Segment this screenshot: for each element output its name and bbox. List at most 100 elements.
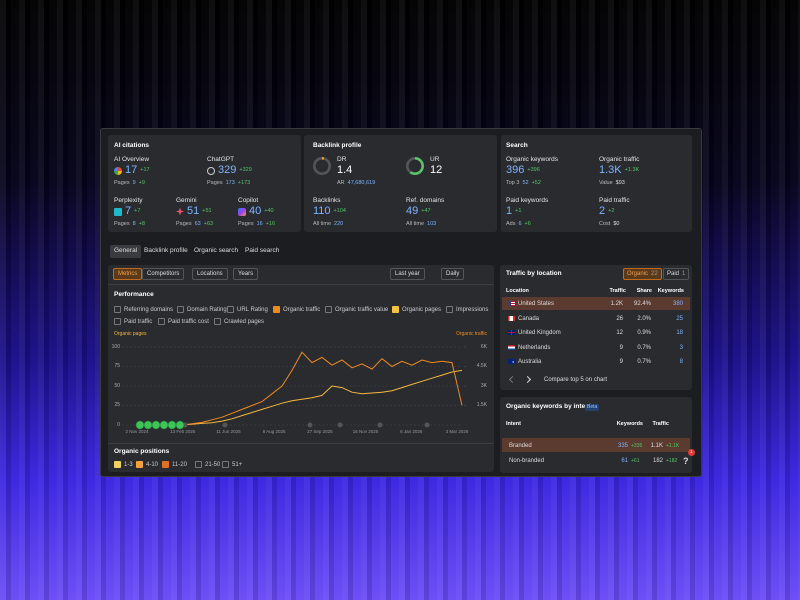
metric-sub: Cost $0 [599,221,619,228]
y2-tick-label: 6K [480,343,487,350]
metric-delta: +51 [202,207,212,214]
location-traffic: 9 [619,359,623,365]
checkbox-box [222,461,229,468]
metric-sub-delta: +173 [237,180,251,186]
metric-delta: +1.3K [624,166,640,173]
checkbox[interactable]: Organic traffic value [325,306,388,313]
annotation-marker [175,420,185,430]
location-share: 0.7% [637,359,651,365]
checkbox[interactable]: URL Rating [227,306,268,313]
metric-sub-label: Value [599,180,613,186]
x-tick-label: 11 Jun 2025 [216,429,241,434]
source-tab[interactable]: Paid 1 [663,268,690,280]
checkbox[interactable]: 4-10 [136,461,158,468]
metric-delta: +396 [527,166,540,173]
tab-count: 22 [651,271,658,277]
metric-label: Organic keywords [506,156,559,163]
checkbox-label: Paid traffic [124,318,153,325]
help-button[interactable]: ? [683,456,689,466]
tab[interactable]: Backlink profile [144,247,188,254]
y-tick-label: 75 [114,363,120,369]
metric-value: 49 [406,205,419,217]
checkbox[interactable]: 21-50 [195,461,220,468]
metric-label: Gemini [176,197,197,204]
column-header: Traffic [652,421,669,427]
checkbox[interactable]: Paid traffic [114,318,152,325]
column-header: Keywords [657,288,684,294]
x-tick-label: 27 Sep 2025 [307,429,333,434]
checkbox[interactable]: Referring domains [114,306,173,313]
metric-value-row: 17 +17 [114,165,150,176]
location-panel [500,265,692,390]
location-keywords: 3 [679,344,683,351]
metric-sub: Pages 8 +8 [114,221,145,228]
tab[interactable]: Paid search [245,247,280,254]
checkbox-label: Referring domains [124,306,174,313]
metric-sub-value: 8 [132,221,136,227]
metric-sub-label: All time [406,221,425,227]
checkbox[interactable]: Domain Rating [177,306,227,313]
metric-sub: Value $93 [599,180,625,187]
checkbox[interactable]: Organic pages [392,306,441,313]
metric-value: 1 [506,205,513,217]
panel-title: Organic keywords by intent [506,403,592,410]
toolbar-button[interactable]: Years [233,268,259,280]
compare-link[interactable]: Compare top 5 on chart [544,377,608,383]
toolbar-button[interactable]: Competitors [142,268,185,280]
metric-label: ChatGPT [207,156,235,163]
tab-label: Paid [667,271,680,277]
y-tick-label: 25 [114,402,120,408]
annotation-dot [222,422,228,428]
notification-badge: 1 [688,449,695,456]
location-keywords: 380 [672,301,683,307]
axis-title: Organic traffic [455,331,487,337]
metric-sub: Pages 173 +173 [207,180,251,187]
metric-value: 2 [599,205,606,217]
location-keywords: 18 [676,330,683,336]
metric-sub-value: 16 [256,221,263,227]
checkbox[interactable]: Paid traffic cost [158,318,209,325]
toolbar-button[interactable]: Locations [192,268,228,280]
card-title: Search [506,142,528,149]
metric-delta: +2 [608,207,615,214]
checkbox-label: 51+ [232,461,243,468]
checkbox-label: 11-20 [172,461,187,468]
checkbox[interactable]: Crawled pages [214,318,264,325]
checkbox[interactable]: 1-3 [114,461,133,468]
y2-tick-label: 1.5K [476,402,487,408]
toolbar-button[interactable]: Last year [390,268,425,280]
checkbox-box [177,306,184,313]
checkbox-box [273,306,280,313]
checkbox-box [227,306,234,313]
x-tick-label: 3 Mar 2026 [445,429,469,434]
metric-sub-delta: +8 [138,221,145,227]
metric-value-row: 2 +2 [599,206,614,217]
metric-sub-delta: +16 [265,221,276,227]
x-tick-label: 8 Aug 2025 [262,429,286,434]
metric-sub-value: 6 [518,221,522,227]
toolbar-button[interactable]: Metrics [113,268,143,280]
tab[interactable]: General [110,245,142,258]
metric-icon [207,166,215,175]
performance-panel [108,265,494,472]
checkbox-label: Impressions [456,306,489,313]
metric-sub-value: 103 [427,221,437,227]
checkbox[interactable]: Organic traffic [273,306,320,313]
metric-sub-label: Pages [238,221,254,227]
source-tab[interactable]: Organic 22 [623,268,662,280]
metric-label: Organic traffic [599,156,640,163]
checkbox-box [158,318,165,325]
metric-label: DR [337,156,347,163]
checkbox[interactable]: 51+ [222,461,242,468]
toolbar-button[interactable]: Daily [441,268,465,280]
checkbox[interactable]: 11-20 [162,461,187,468]
tab[interactable]: Organic search [194,247,239,254]
flag [508,330,515,335]
location-share: 0.9% [637,330,651,336]
metric-value: 7 [125,205,132,217]
metric-sub-value: $93 [615,180,625,186]
metric-icon [114,207,122,216]
metric-value-row: 51 +51 [176,206,212,217]
checkbox[interactable]: Impressions [446,306,488,313]
series-line [152,351,463,426]
